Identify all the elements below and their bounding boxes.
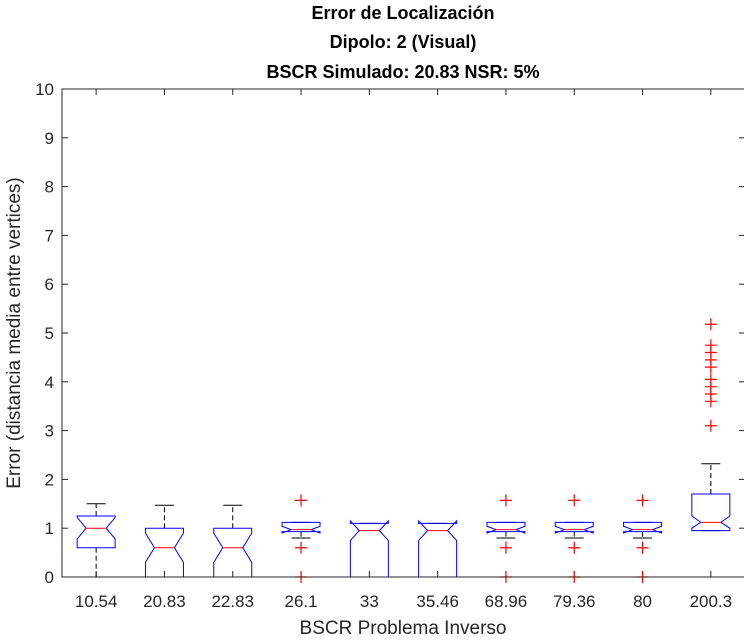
outlier-marker	[568, 541, 581, 554]
box-80	[623, 521, 663, 534]
x-tick-label: 200.3	[690, 592, 733, 611]
x-tick-label: 26.1	[285, 592, 318, 611]
outlier-marker	[704, 419, 717, 432]
box-10.54	[76, 515, 116, 549]
box-68.96	[486, 521, 526, 534]
x-tick-label: 10.54	[75, 592, 118, 611]
y-tick-label: 3	[45, 422, 54, 441]
x-axis-label: BSCR Problema Inverso	[300, 618, 507, 639]
x-tick-label: 22.83	[211, 592, 254, 611]
box-33	[349, 519, 389, 578]
outlier-marker	[499, 494, 512, 507]
y-tick-label: 7	[45, 226, 54, 245]
box-26.1	[281, 521, 321, 534]
x-tick-label: 79.36	[553, 592, 596, 611]
outlier-marker	[499, 541, 512, 554]
y-tick-label: 4	[45, 373, 54, 392]
chart-title-line-2: Dipolo: 2 (Visual)	[330, 32, 477, 52]
box-200.3	[691, 493, 731, 532]
y-tick-label: 10	[35, 80, 54, 99]
y-tick-label: 8	[45, 178, 54, 197]
plot-area: 0 1 2 3 4 5 6 7 8 9 10 10.54 20.83 22.83 26.1 33 35.46 68…	[35, 80, 744, 611]
y-tick-label: 9	[45, 129, 54, 148]
outlier-marker	[295, 494, 308, 507]
outlier-marker	[636, 494, 649, 507]
y-tick-label: 0	[45, 568, 54, 587]
axes-frame	[61, 88, 744, 578]
outlier-marker	[568, 494, 581, 507]
chart-title-line-1: Error de Localización	[311, 3, 494, 23]
outlier-marker	[295, 541, 308, 554]
y-axis-label: Error (distancia media entre vertices)	[4, 177, 25, 489]
y-tick-label: 5	[45, 324, 54, 343]
box-35.46	[418, 519, 458, 578]
y-tick-label: 1	[45, 519, 54, 538]
outlier-marker	[636, 541, 649, 554]
x-tick-label: 33	[360, 592, 379, 611]
box-20.83	[144, 527, 184, 578]
box-79.36	[554, 521, 594, 534]
y-tick-label: 2	[45, 470, 54, 489]
outlier-marker	[704, 373, 717, 386]
chart-title-line-3: BSCR Simulado: 20.83 NSR: 5%	[266, 62, 539, 82]
x-tick-label: 20.83	[143, 592, 186, 611]
outlier-marker	[704, 318, 717, 331]
x-tick-label: 35.46	[416, 592, 459, 611]
x-tick-label: 68.96	[485, 592, 528, 611]
x-tick-label: 80	[633, 592, 652, 611]
outlier-marker	[704, 339, 717, 352]
y-tick-label: 6	[45, 275, 54, 294]
box-22.83	[213, 527, 253, 578]
